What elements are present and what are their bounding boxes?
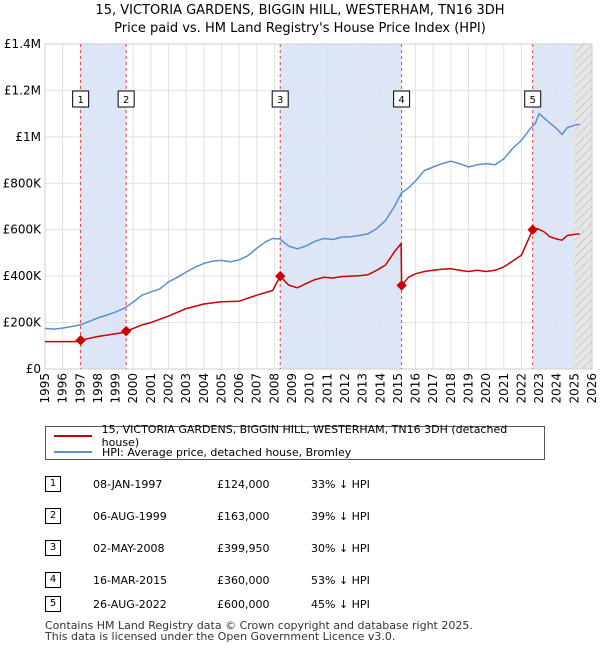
sale-number-badge: 5 <box>45 596 61 612</box>
legend-swatch-property <box>54 435 92 437</box>
sale-label: 3 <box>277 95 283 106</box>
sale-label: 5 <box>530 95 536 106</box>
x-tick-label: 2015 <box>391 373 405 404</box>
x-tick-label: 2012 <box>338 373 352 404</box>
x-tick-label: 2009 <box>285 373 299 404</box>
x-tick-label: 2016 <box>409 373 423 404</box>
x-tick-label: 2001 <box>144 373 158 404</box>
legend-label-property: 15, VICTORIA GARDENS, BIGGIN HILL, WESTE… <box>101 423 508 449</box>
sale-number-badge: 3 <box>45 540 61 556</box>
y-tick-label: £1.4M <box>4 37 41 51</box>
chart-title: 15, VICTORIA GARDENS, BIGGIN HILL, WESTE… <box>95 3 505 18</box>
y-tick-label: £800K <box>3 176 43 190</box>
x-tick-label: 2020 <box>479 373 493 404</box>
table-row: 2 06-AUG-1999 £163,000 39% ↓ HPI <box>45 508 445 526</box>
sale-marker <box>396 280 407 291</box>
table-row: 5 26-AUG-2022 £600,000 45% ↓ HPI <box>45 596 445 614</box>
x-tick-label: 2025 <box>567 373 581 404</box>
x-tick-label: 2021 <box>497 373 511 404</box>
ownership-shade <box>280 44 402 369</box>
sale-date: 02-MAY-2008 <box>93 542 165 555</box>
sale-price: £124,000 <box>217 478 270 491</box>
x-tick-label: 2018 <box>444 373 458 404</box>
x-tick-label: 2022 <box>514 373 528 404</box>
x-tick-label: 1997 <box>73 373 87 404</box>
sale-date: 06-AUG-1999 <box>93 510 167 523</box>
sale-hpi-diff: 53% ↓ HPI <box>311 574 370 587</box>
x-tick-label: 2011 <box>320 373 334 404</box>
x-tick-label: 2023 <box>532 373 546 404</box>
sale-marker <box>120 325 132 337</box>
sale-date: 16-MAR-2015 <box>93 574 168 587</box>
x-tick-label: 2003 <box>179 373 193 404</box>
x-tick-label: 2010 <box>303 373 317 404</box>
sale-label: 2 <box>123 95 129 106</box>
y-tick-label: £0 <box>26 362 41 376</box>
sale-label-box <box>524 90 542 108</box>
plot-border <box>44 43 593 370</box>
sale-number-badge: 4 <box>45 572 61 588</box>
hpi-line <box>44 112 580 330</box>
x-tick-label: 2017 <box>426 373 440 404</box>
sale-hpi-diff: 45% ↓ HPI <box>311 598 370 611</box>
x-tick-label: 2008 <box>267 373 281 404</box>
future-hatch <box>574 44 592 369</box>
sale-price: £163,000 <box>217 510 270 523</box>
legend-item-hpi: HPI: Average price, detached house, Brom… <box>54 445 351 459</box>
x-tick-label: 1996 <box>56 373 70 404</box>
sale-label: 1 <box>77 95 83 106</box>
sale-date: 26-AUG-2022 <box>93 598 167 611</box>
sale-number-badge: 2 <box>45 508 61 524</box>
sale-price: £600,000 <box>217 598 270 611</box>
property-price-line <box>45 227 580 343</box>
sale-label-box <box>393 90 411 108</box>
sale-price: £399,950 <box>217 542 270 555</box>
legend-item-property: 15, VICTORIA GARDENS, BIGGIN HILL, WESTE… <box>54 423 544 449</box>
sale-label-box <box>72 90 90 108</box>
x-tick-label: 2019 <box>461 373 475 404</box>
y-tick-label: £400K <box>3 269 43 283</box>
y-tick-label: £1M <box>15 130 41 144</box>
x-tick-label: 2024 <box>550 373 564 404</box>
sale-hpi-diff: 30% ↓ HPI <box>311 542 370 555</box>
y-tick-label: £600K <box>3 223 43 237</box>
table-row: 1 08-JAN-1997 £124,000 33% ↓ HPI <box>45 476 445 494</box>
sale-hpi-diff: 33% ↓ HPI <box>311 478 370 491</box>
sale-marker <box>275 270 286 282</box>
x-tick-label: 1995 <box>38 373 52 404</box>
legend-label-hpi: HPI: Average price, detached house, Brom… <box>102 445 352 459</box>
y-tick-label: £1.2M <box>4 83 41 97</box>
x-tick-label: 2000 <box>126 373 140 404</box>
x-tick-label: 2006 <box>232 373 246 404</box>
x-tick-label: 2026 <box>585 373 599 404</box>
legend-swatch-hpi <box>54 451 92 453</box>
footer: Contains HM Land Registry data © Crown c… <box>45 620 473 642</box>
table-row: 3 02-MAY-2008 £399,950 30% ↓ HPI <box>45 540 445 558</box>
sale-price: £360,000 <box>217 574 270 587</box>
sale-date: 08-JAN-1997 <box>93 478 163 491</box>
x-tick-label: 2005 <box>214 373 228 404</box>
x-tick-label: 2004 <box>197 373 211 404</box>
sale-label-box <box>117 90 135 108</box>
legend: 15, VICTORIA GARDENS, BIGGIN HILL, WESTE… <box>45 423 545 460</box>
chart-subtitle: Price paid vs. HM Land Registry's House … <box>114 21 486 36</box>
sale-number-badge: 1 <box>45 476 61 492</box>
x-tick-label: 2007 <box>250 373 264 404</box>
sale-hpi-diff: 39% ↓ HPI <box>311 510 370 523</box>
x-tick-label: 2014 <box>373 373 387 404</box>
x-tick-label: 2013 <box>356 373 370 404</box>
footer-licence: This data is licensed under the Open Gov… <box>45 630 396 643</box>
x-tick-label: 1999 <box>109 373 123 404</box>
sale-marker <box>75 335 86 346</box>
sale-marker <box>527 224 538 235</box>
sale-label: 4 <box>398 95 404 106</box>
y-tick-label: £200K <box>3 316 43 330</box>
sale-label-box <box>271 90 289 108</box>
price-chart: 1 2 3 4 5 £0 £200K £400K £600K £800K £1M £1.2M £1.4M… <box>3 37 599 404</box>
x-tick-label: 1998 <box>91 373 105 404</box>
table-row: 4 16-MAR-2015 £360,000 53% ↓ HPI <box>45 572 445 590</box>
footer-copyright: Contains HM Land Registry data © Crown c… <box>45 619 473 632</box>
x-tick-label: 2002 <box>162 373 176 404</box>
